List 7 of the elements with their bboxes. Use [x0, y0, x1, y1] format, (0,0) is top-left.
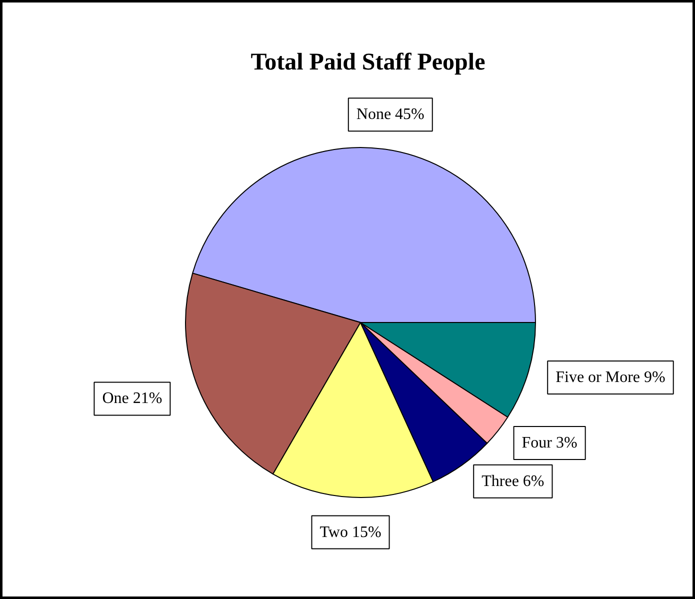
slice-label: None 45% [356, 106, 424, 124]
chart-title: Total Paid Staff People [250, 50, 486, 76]
slice-label: One 21% [102, 390, 162, 408]
slice-label: Four 3% [522, 434, 578, 452]
legend-label: Three 6% [482, 472, 544, 490]
slice-label: Two 15% [320, 524, 382, 541]
slice-label: Five or More 9% [556, 368, 666, 386]
